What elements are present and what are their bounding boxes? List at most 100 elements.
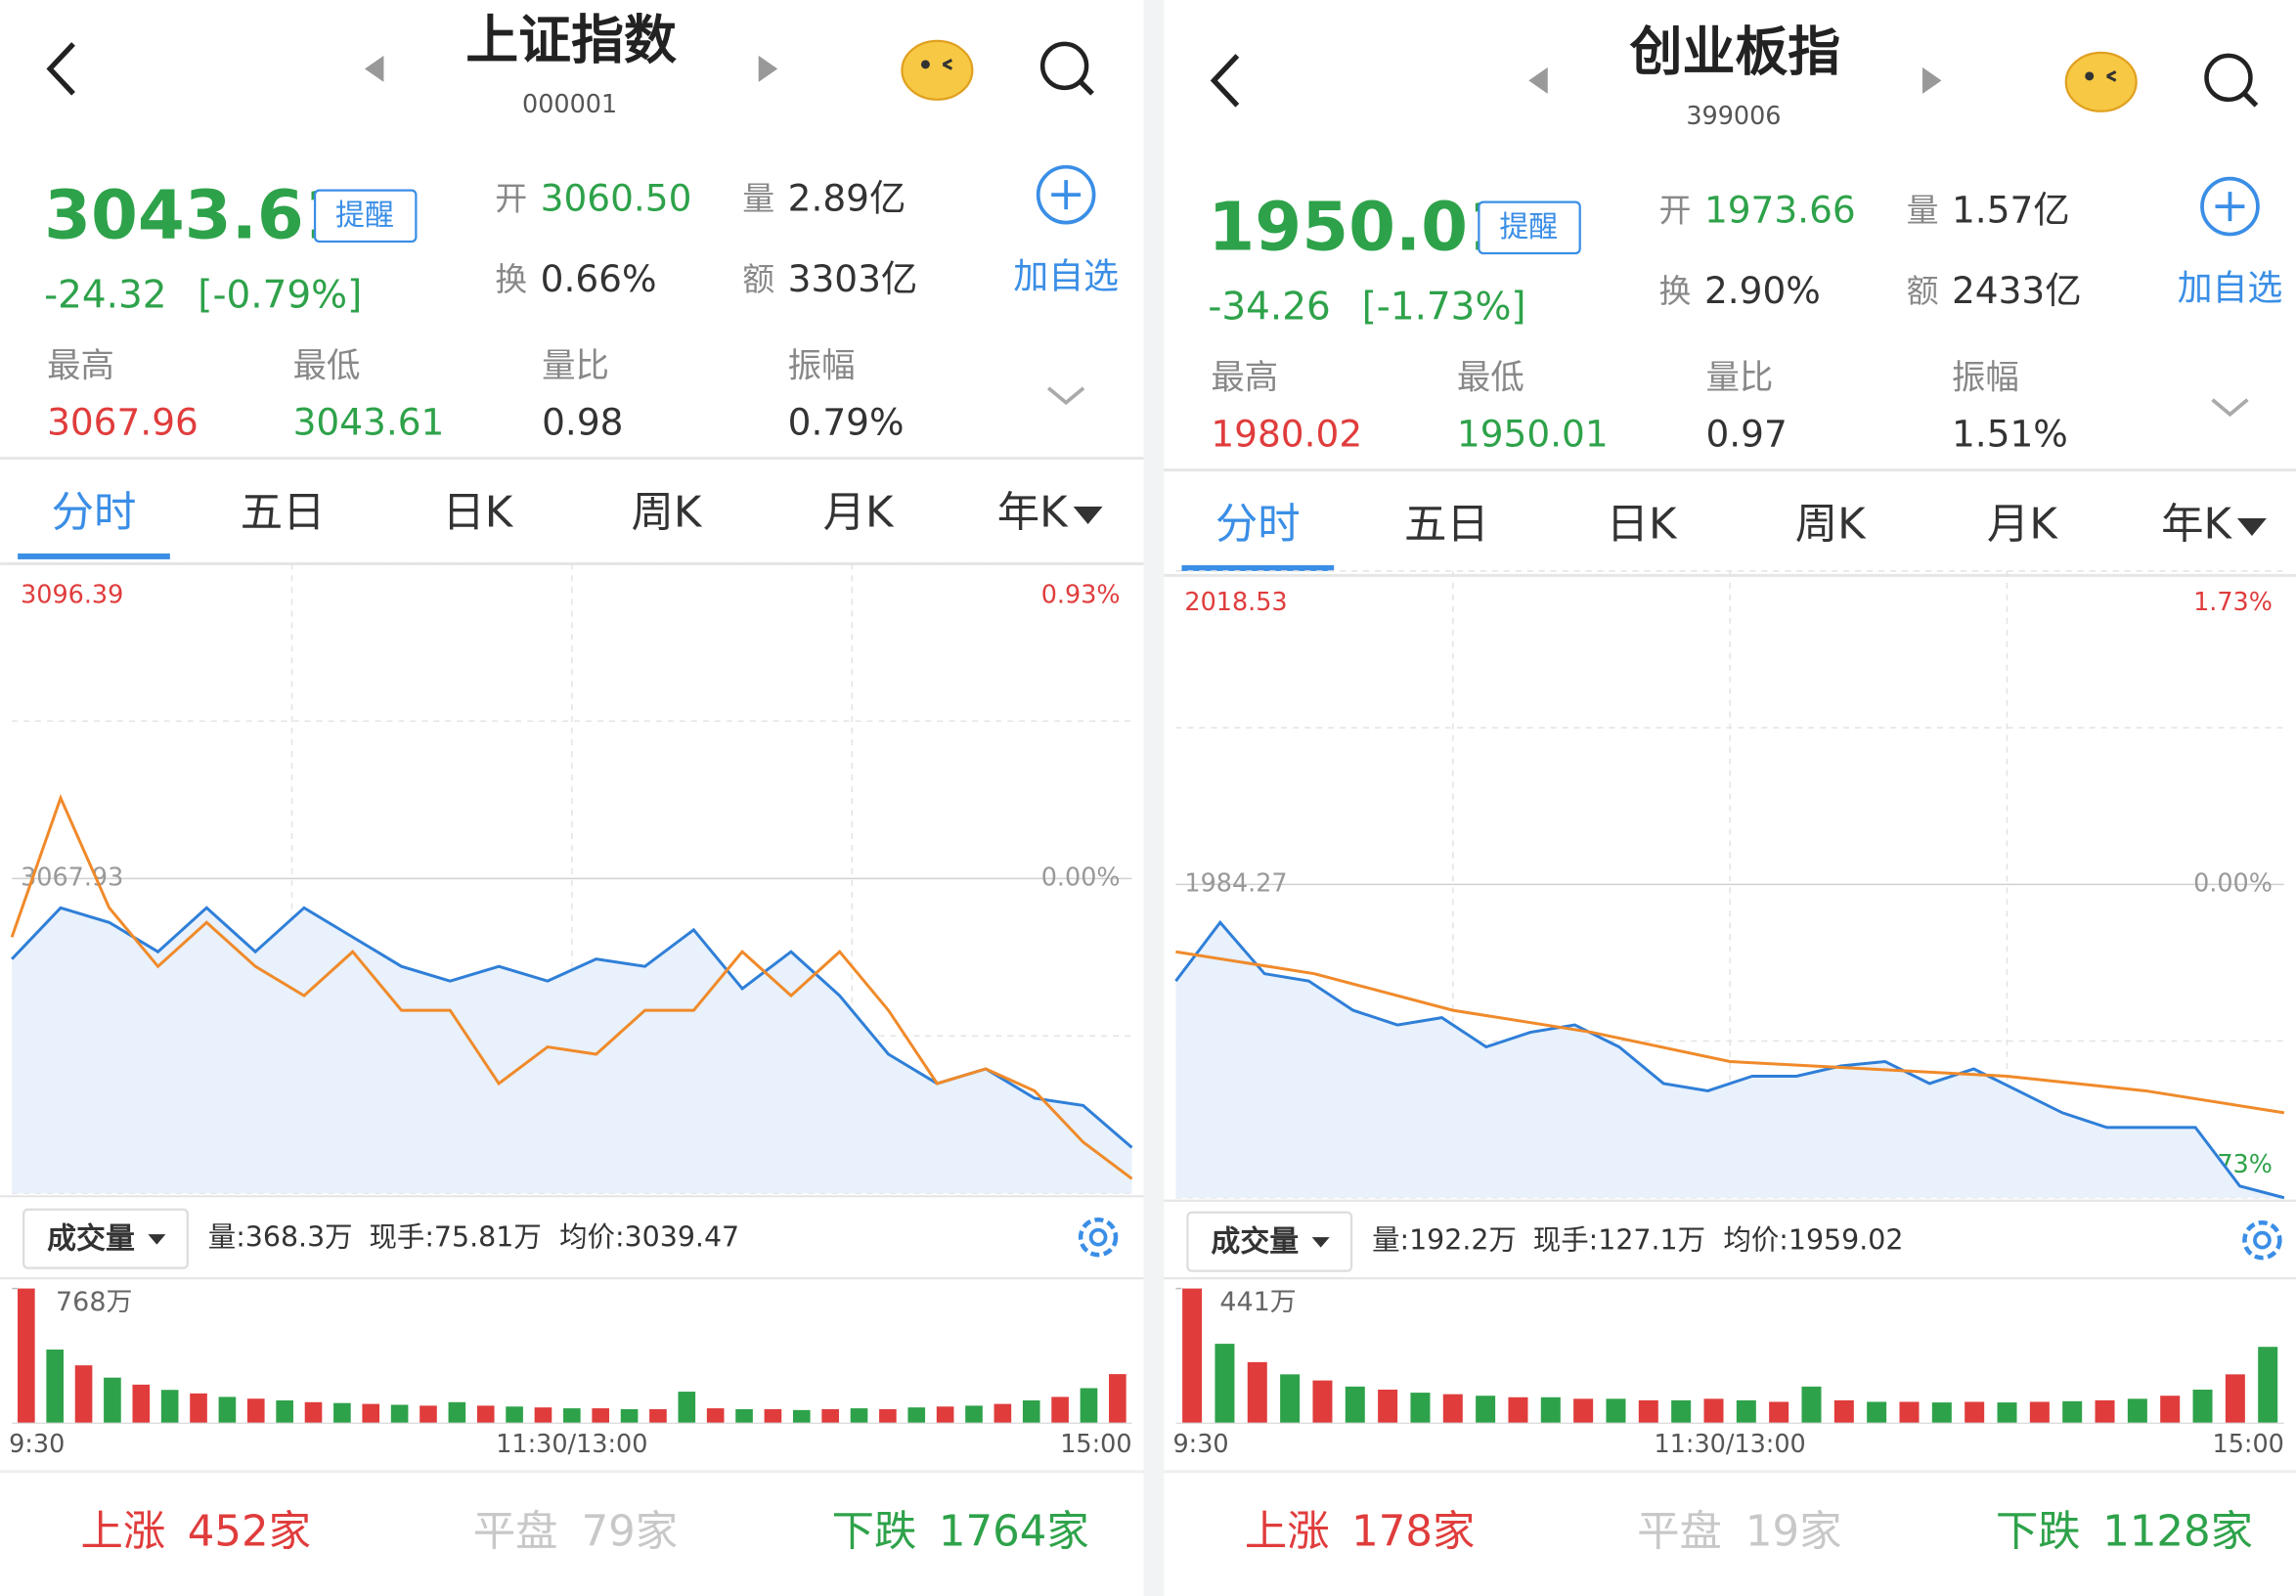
quote-value: 2.89亿 — [788, 177, 906, 220]
price-axis-label: 3096.39 — [21, 580, 123, 609]
breadth-label: 下跌 — [1996, 1508, 2081, 1557]
volume-bar — [1833, 1399, 1854, 1424]
tab[interactable]: 周K — [1795, 501, 1867, 550]
tab[interactable]: 日K — [442, 489, 513, 538]
search-icon[interactable] — [1039, 41, 1089, 91]
volume-bar — [304, 1401, 323, 1424]
back-button[interactable] — [1210, 54, 1240, 108]
volume-bar — [448, 1401, 466, 1424]
volume-selector[interactable] — [22, 1208, 189, 1269]
volume-bar — [1573, 1398, 1594, 1424]
tab[interactable]: 日K — [1607, 501, 1678, 550]
volume-info: 量:192.2万 — [1372, 1224, 1517, 1257]
volume-bar — [792, 1409, 811, 1424]
time-label: 15:00 — [2213, 1430, 2284, 1459]
tab[interactable]: 分时 — [1215, 501, 1301, 550]
tab[interactable]: 分时 — [52, 489, 137, 538]
volume-bar — [419, 1405, 437, 1424]
stat-label: 振幅 — [788, 346, 856, 385]
volume-bar — [46, 1349, 65, 1424]
breadth-label: 下跌 — [832, 1508, 917, 1557]
mascot-eye — [920, 60, 930, 69]
tab[interactable]: 月K — [823, 489, 895, 538]
pct-axis-label: 0.00% — [1041, 863, 1121, 892]
add-icon[interactable] — [1036, 164, 1096, 225]
time-label: 9:30 — [1172, 1430, 1228, 1459]
volume-bar — [1540, 1396, 1561, 1424]
volume-bar — [1606, 1398, 1626, 1424]
volume-bar — [1801, 1386, 1822, 1424]
volume-bar — [1508, 1396, 1528, 1424]
volume-selector-label[interactable]: 成交量 — [1211, 1225, 1299, 1260]
volume-bar — [74, 1365, 93, 1424]
tab-dropdown[interactable] — [1073, 507, 1103, 525]
expand-chevron[interactable] — [1046, 386, 1085, 406]
volume-selector[interactable] — [1186, 1211, 1353, 1272]
mascot-eye — [942, 59, 953, 70]
tab[interactable]: 月K — [1987, 501, 2058, 550]
add-watchlist[interactable]: 加自选 — [1013, 256, 1119, 296]
volume-info: 均价:3039.47 — [559, 1221, 739, 1254]
tab[interactable]: 五日 — [241, 489, 326, 538]
volume-bar — [1931, 1402, 1952, 1424]
quote-label: 量 — [1907, 192, 1939, 230]
tab[interactable]: 年K — [2161, 501, 2232, 550]
breadth-label: 平盘 — [1637, 1508, 1722, 1557]
volume-bar — [18, 1288, 35, 1424]
remind-button[interactable] — [313, 189, 418, 244]
separator — [1143, 0, 1165, 1596]
tab[interactable]: 周K — [631, 489, 702, 538]
settings-icon[interactable] — [2242, 1219, 2282, 1261]
mascot[interactable] — [2064, 51, 2138, 112]
change: -34.26 — [1208, 285, 1330, 329]
volume-bar — [132, 1384, 151, 1424]
volume-selector-label[interactable]: 成交量 — [47, 1222, 135, 1257]
breadth-label: 上涨 — [1245, 1508, 1330, 1557]
next-arrow[interactable] — [1922, 66, 1942, 94]
prev-arrow[interactable] — [364, 55, 384, 82]
settings-icon[interactable] — [1078, 1217, 1119, 1258]
code: 399006 — [1686, 102, 1781, 131]
quote-label: 额 — [1907, 272, 1939, 310]
expand-chevron[interactable] — [2211, 398, 2249, 418]
stat-value: 3043.61 — [293, 401, 445, 444]
tab[interactable]: 年K — [997, 489, 1069, 538]
tab-dropdown[interactable] — [2236, 518, 2267, 536]
volume-bar — [246, 1398, 265, 1424]
stat-label: 最低 — [1457, 358, 1524, 397]
stat-value: 1.51% — [1952, 413, 2068, 456]
quote-value: 3060.50 — [541, 177, 692, 220]
change-pct: [-0.79%] — [198, 273, 362, 317]
back-button[interactable] — [46, 42, 75, 96]
settings-icon — [1088, 1227, 1108, 1247]
volume-bar — [362, 1403, 380, 1424]
stat-label: 最高 — [1211, 358, 1278, 397]
next-arrow[interactable] — [758, 55, 778, 82]
breadth-label: 平盘 — [473, 1508, 558, 1557]
quote-label: 额 — [742, 260, 774, 298]
stat-value: 0.98 — [542, 401, 623, 444]
volume-bar — [1345, 1386, 1365, 1424]
add-icon[interactable] — [2200, 176, 2260, 237]
mascot[interactable] — [901, 39, 974, 101]
stat-value: 0.97 — [1705, 413, 1787, 456]
tab-underline — [18, 553, 170, 559]
stat-value: 0.79% — [788, 401, 905, 444]
prev-arrow[interactable] — [1528, 66, 1548, 94]
remind-button[interactable] — [1478, 200, 1581, 255]
volume-bar — [1965, 1401, 1985, 1424]
volume-bar — [678, 1392, 696, 1424]
settings-icon — [2253, 1230, 2272, 1250]
search-icon[interactable] — [2204, 53, 2253, 103]
quote-value: 1973.66 — [1704, 189, 1856, 232]
time-label: 9:30 — [9, 1430, 65, 1459]
add-watchlist[interactable]: 加自选 — [2178, 268, 2283, 308]
price: 3043.61 — [44, 177, 351, 255]
stat-value: 1980.02 — [1211, 413, 1362, 456]
search-icon — [2242, 91, 2259, 108]
volume-bar — [821, 1408, 839, 1424]
volume-bar — [1022, 1400, 1040, 1424]
time-label: 11:30/13:00 — [496, 1430, 647, 1459]
tab[interactable]: 五日 — [1404, 501, 1489, 550]
tab-underline — [1181, 564, 1335, 571]
